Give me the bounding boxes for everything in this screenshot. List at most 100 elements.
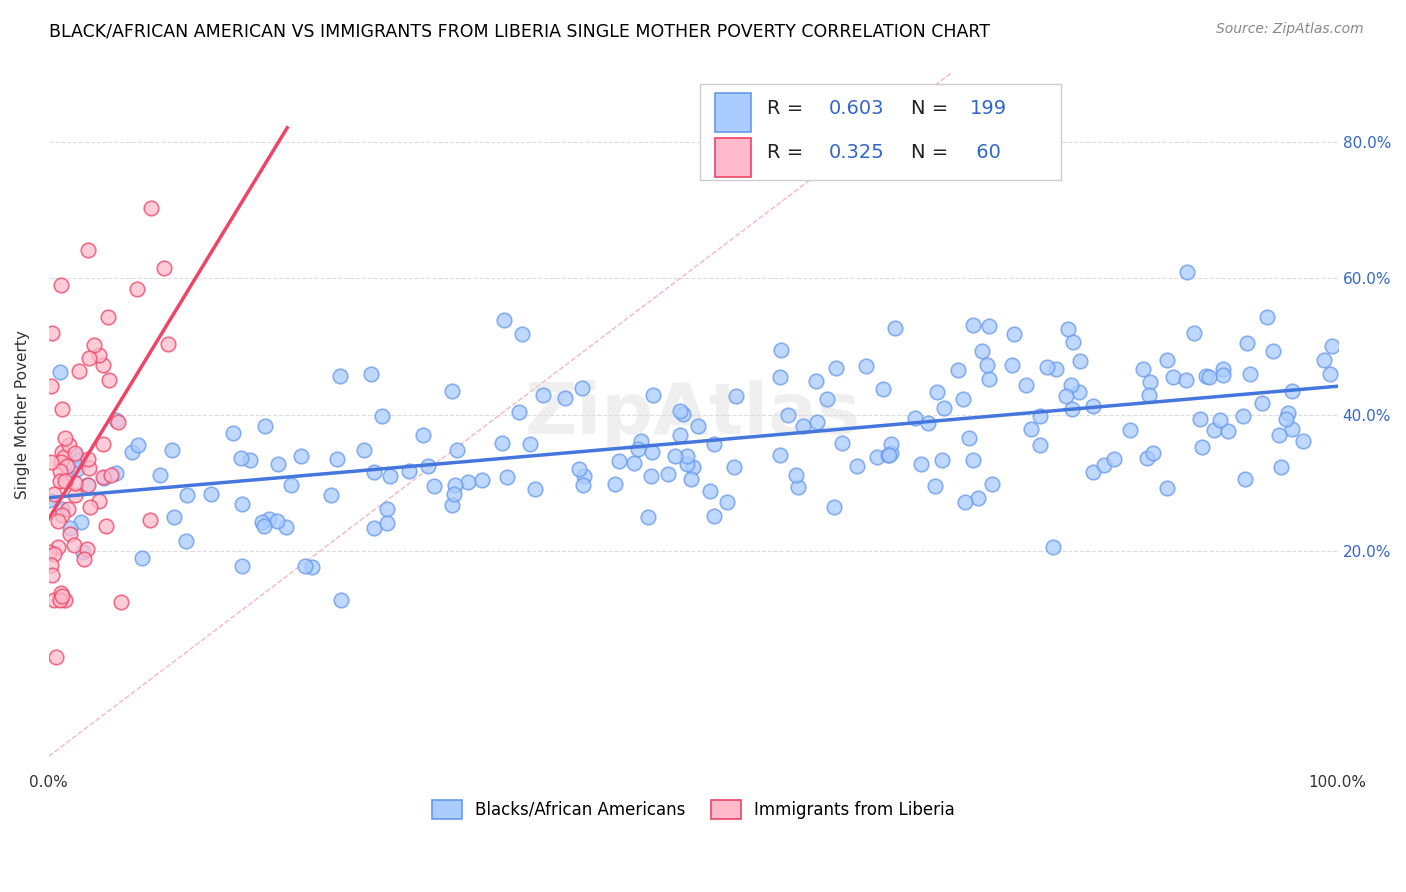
- Point: [815, 392, 838, 406]
- Point: [903, 411, 925, 425]
- Point: [1057, 321, 1080, 335]
- Point: [1156, 353, 1178, 368]
- Point: [91, 437, 114, 451]
- Point: [703, 508, 725, 523]
- Point: [1081, 399, 1104, 413]
- Point: [508, 405, 530, 419]
- Point: [67, 363, 90, 377]
- Point: [51, 586, 73, 600]
- Point: [418, 459, 440, 474]
- Point: [970, 343, 993, 358]
- Point: [55, 592, 77, 607]
- Point: [1081, 465, 1104, 479]
- Point: [444, 477, 467, 491]
- Point: [39, 379, 62, 393]
- Point: [231, 497, 253, 511]
- Point: [371, 409, 394, 423]
- Point: [363, 521, 385, 535]
- Point: [121, 444, 143, 458]
- Point: [239, 453, 262, 467]
- Point: [326, 451, 349, 466]
- Point: [623, 456, 645, 470]
- Point: [1062, 334, 1084, 349]
- Point: [1281, 384, 1303, 399]
- Point: [1312, 352, 1334, 367]
- Text: R =: R =: [766, 99, 810, 118]
- Point: [83, 338, 105, 352]
- Point: [1191, 440, 1213, 454]
- Point: [58, 438, 80, 452]
- Point: [643, 388, 665, 402]
- Point: [785, 467, 807, 482]
- Point: [1198, 369, 1220, 384]
- Point: [703, 437, 725, 451]
- Point: [41, 568, 63, 582]
- Point: [917, 416, 939, 430]
- Point: [716, 494, 738, 508]
- Point: [107, 415, 129, 429]
- Point: [1015, 378, 1038, 392]
- Point: [1137, 388, 1160, 402]
- Point: [1139, 375, 1161, 389]
- Point: [440, 384, 463, 399]
- Point: [87, 348, 110, 362]
- Point: [1209, 413, 1232, 427]
- Point: [946, 363, 969, 377]
- Point: [1292, 434, 1315, 448]
- Point: [69, 516, 91, 530]
- Point: [63, 475, 86, 490]
- Point: [67, 453, 90, 467]
- Point: [229, 450, 252, 465]
- Point: [105, 413, 128, 427]
- Text: 60: 60: [970, 144, 1001, 162]
- Text: N =: N =: [911, 99, 955, 118]
- Point: [605, 477, 627, 491]
- Point: [51, 502, 73, 516]
- Point: [962, 452, 984, 467]
- Point: [1232, 409, 1254, 423]
- Text: ZipAtlas: ZipAtlas: [526, 380, 862, 450]
- Point: [769, 370, 792, 384]
- Point: [45, 650, 67, 665]
- Point: [607, 454, 630, 468]
- Point: [149, 467, 172, 482]
- Point: [77, 351, 100, 365]
- Point: [253, 519, 276, 533]
- Point: [38, 492, 60, 507]
- Point: [879, 448, 901, 462]
- Point: [77, 452, 100, 467]
- Point: [51, 508, 73, 522]
- Point: [1236, 335, 1258, 350]
- Point: [162, 442, 184, 457]
- Point: [104, 466, 127, 480]
- Point: [63, 537, 86, 551]
- Point: [51, 445, 73, 459]
- Point: [301, 560, 323, 574]
- Point: [38, 545, 60, 559]
- Point: [1042, 541, 1064, 555]
- Point: [1239, 368, 1261, 382]
- Point: [153, 261, 176, 276]
- Point: [257, 512, 280, 526]
- Point: [329, 369, 352, 384]
- Point: [363, 465, 385, 479]
- Point: [776, 408, 799, 422]
- Point: [49, 464, 72, 478]
- Point: [1142, 445, 1164, 459]
- Point: [657, 467, 679, 481]
- Point: [976, 359, 998, 373]
- Point: [572, 478, 595, 492]
- Point: [630, 434, 652, 449]
- Point: [845, 458, 868, 473]
- Text: 199: 199: [970, 99, 1008, 118]
- Point: [519, 437, 541, 451]
- Point: [872, 382, 894, 396]
- Point: [127, 438, 149, 452]
- Point: [55, 459, 77, 474]
- Point: [65, 446, 87, 460]
- Point: [93, 471, 115, 485]
- Point: [682, 460, 704, 475]
- Point: [1054, 389, 1077, 403]
- Point: [1062, 401, 1084, 416]
- Point: [49, 454, 72, 468]
